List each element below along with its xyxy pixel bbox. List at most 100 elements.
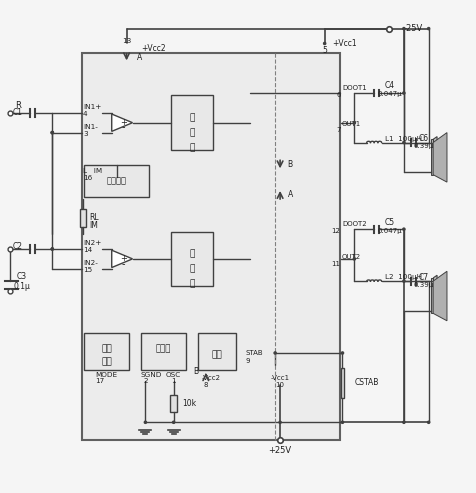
Text: 14: 14 (83, 247, 92, 253)
Text: 5: 5 (322, 46, 327, 55)
Text: L1  100μH: L1 100μH (385, 136, 422, 141)
Text: IN2+: IN2+ (83, 240, 101, 246)
Text: 驱: 驱 (189, 264, 195, 273)
Text: 保护电路: 保护电路 (107, 176, 127, 186)
Text: 7: 7 (336, 127, 340, 133)
Text: C7: C7 (418, 273, 429, 282)
Text: -Vcc2: -Vcc2 (201, 375, 220, 381)
Text: 振荡器: 振荡器 (156, 345, 171, 353)
Text: 2: 2 (143, 378, 148, 384)
Text: 13: 13 (122, 38, 131, 44)
Bar (170, 395, 177, 412)
Text: 1: 1 (171, 378, 176, 384)
Text: C1: C1 (13, 108, 23, 117)
Bar (431, 139, 434, 146)
Circle shape (51, 248, 53, 250)
Text: 9: 9 (246, 358, 250, 364)
Text: 动: 动 (189, 143, 195, 152)
Text: C2: C2 (13, 242, 23, 251)
Text: 17: 17 (95, 378, 104, 384)
Text: 门: 门 (189, 113, 195, 122)
Circle shape (403, 228, 405, 230)
Circle shape (341, 421, 344, 423)
Text: C6: C6 (418, 134, 429, 143)
Text: -Vcc1: -Vcc1 (270, 375, 290, 381)
Bar (340, 368, 345, 397)
Text: 门: 门 (189, 249, 195, 258)
Bar (171, 96, 213, 150)
Text: DOOT1: DOOT1 (342, 85, 367, 91)
Polygon shape (112, 114, 132, 131)
Text: 11: 11 (331, 261, 340, 267)
Bar (431, 281, 433, 314)
Text: B: B (193, 367, 198, 376)
Text: 6: 6 (336, 93, 340, 99)
Text: B: B (288, 160, 293, 169)
Text: IN1+: IN1+ (83, 104, 101, 110)
Text: 12: 12 (332, 228, 340, 234)
Circle shape (403, 280, 405, 282)
Bar (82, 53, 339, 440)
Text: IM: IM (89, 221, 98, 230)
Circle shape (51, 132, 53, 134)
Text: 16: 16 (83, 175, 92, 181)
Text: A: A (137, 53, 142, 62)
Polygon shape (433, 133, 447, 182)
Text: MODE: MODE (96, 372, 118, 378)
Text: +25V: +25V (268, 446, 292, 455)
Circle shape (279, 421, 281, 423)
Text: A: A (288, 190, 293, 199)
Circle shape (353, 122, 356, 124)
Circle shape (51, 248, 53, 250)
Circle shape (427, 28, 430, 30)
Text: 动: 动 (189, 279, 195, 288)
Bar (141, 333, 186, 370)
Text: C5: C5 (385, 218, 395, 227)
Text: C3: C3 (17, 272, 27, 281)
Text: IN2-: IN2- (83, 260, 98, 266)
Circle shape (403, 141, 405, 143)
Text: R: R (15, 101, 20, 110)
Text: RL: RL (89, 213, 99, 222)
Text: STAB: STAB (246, 350, 263, 356)
Circle shape (403, 92, 405, 94)
Text: 0.39μ: 0.39μ (414, 282, 434, 288)
Bar (198, 333, 236, 370)
Text: -: - (121, 259, 125, 269)
Polygon shape (434, 275, 437, 287)
Circle shape (274, 352, 276, 354)
Bar (84, 165, 149, 197)
Bar (79, 210, 87, 227)
Text: CSTAB: CSTAB (354, 378, 379, 387)
Polygon shape (433, 271, 447, 321)
Bar (84, 333, 129, 370)
Text: 模块: 模块 (101, 345, 112, 353)
Text: C4: C4 (385, 81, 395, 90)
Text: +: + (120, 254, 127, 263)
Text: 0.047μ: 0.047μ (378, 91, 402, 97)
Polygon shape (112, 250, 132, 268)
Circle shape (353, 258, 356, 260)
Text: IN1-: IN1- (83, 124, 98, 130)
Text: 0.39μ: 0.39μ (414, 143, 434, 149)
Text: -25V: -25V (404, 24, 423, 33)
Bar (431, 142, 433, 175)
Circle shape (51, 132, 53, 134)
Circle shape (51, 132, 53, 134)
Circle shape (403, 28, 405, 30)
Text: 3: 3 (83, 131, 88, 137)
Circle shape (427, 421, 430, 423)
Circle shape (324, 42, 326, 44)
Text: SGND: SGND (140, 372, 162, 378)
Polygon shape (434, 137, 437, 148)
Text: 10: 10 (276, 382, 285, 388)
Text: 稳压: 稳压 (211, 350, 222, 359)
Circle shape (403, 421, 405, 423)
Text: 切换: 切换 (101, 357, 112, 366)
Text: 驱: 驱 (189, 128, 195, 137)
Text: -: - (121, 123, 125, 133)
Text: DOOT2: DOOT2 (342, 221, 367, 227)
Text: +Vcc2: +Vcc2 (141, 44, 166, 53)
Text: 0.1μ: 0.1μ (13, 282, 30, 290)
Bar (171, 232, 213, 286)
